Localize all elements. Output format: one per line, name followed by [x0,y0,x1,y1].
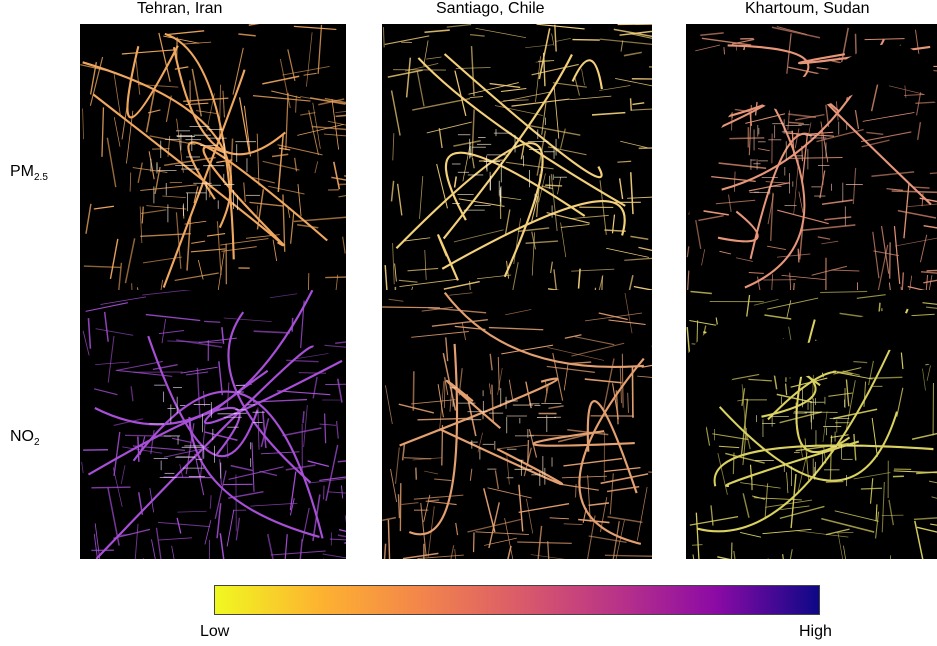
map-tehran-no2 [80,290,346,559]
map-santiago-no2 [382,290,652,559]
row-label-no2-sub: 2 [34,437,40,449]
map-santiago-pm25 [382,24,652,290]
column-title-tehran: Tehran, Iran [137,0,223,17]
colorbar [214,585,820,615]
map-khartoum-pm25 [686,24,937,290]
row-label-pm25-sub: 2.5 [34,172,48,184]
column-title-khartoum: Khartoum, Sudan [745,0,870,17]
row-label-no2: NO2 [10,428,40,448]
row-label-no2-main: NO [10,428,34,445]
column-title-santiago: Santiago, Chile [436,0,545,17]
row-label-pm25-main: PM [10,163,34,180]
colorbar-low-label: Low [200,623,230,640]
colorbar-high-label: High [799,623,832,640]
map-khartoum-no2 [686,290,937,559]
row-label-pm25: PM2.5 [10,163,48,183]
map-tehran-pm25 [80,24,346,290]
